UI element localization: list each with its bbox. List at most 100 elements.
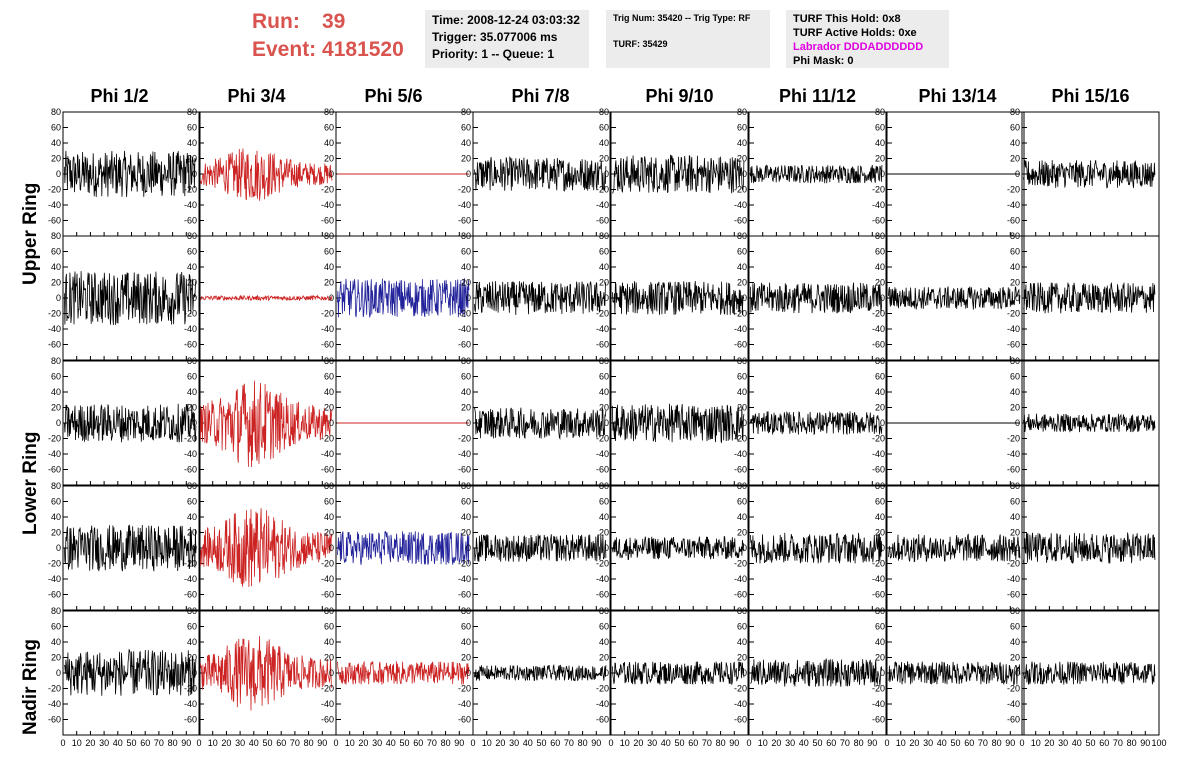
y-tick-label: 0: [192, 543, 197, 553]
y-tick-label: 40: [737, 387, 747, 397]
y-tick-label: 0: [466, 418, 471, 428]
y-tick-label: 20: [187, 278, 197, 288]
y-tick-label: 20: [599, 528, 609, 538]
waveform-trace: [64, 648, 197, 697]
x-tick-label: 30: [923, 738, 933, 748]
x-tick-label: 10: [758, 738, 768, 748]
y-tick-label: 40: [187, 387, 197, 397]
y-tick-label: 0: [56, 293, 61, 303]
x-tick-label: 50: [262, 738, 272, 748]
y-tick-label: -20: [1007, 185, 1020, 195]
y-tick-label: -20: [48, 309, 61, 319]
y-tick-label: -60: [321, 590, 334, 600]
y-tick-label: -40: [184, 200, 197, 210]
y-tick-label: 80: [461, 481, 471, 491]
x-tick-label: 30: [99, 738, 109, 748]
y-tick-label: 0: [880, 668, 885, 678]
waveform-trace: [200, 294, 333, 302]
y-tick-label: 80: [51, 356, 61, 366]
y-tick-label: -40: [734, 200, 747, 210]
column-header-phi-13-14: Phi 13/14: [918, 86, 997, 106]
y-tick-label: 40: [187, 512, 197, 522]
waveform-panel-r1-c2: -60 -40 -20 0 20 40 60 80: [184, 107, 337, 237]
y-tick-label: 0: [192, 169, 197, 179]
y-tick-label: 80: [875, 481, 885, 491]
y-tick-label: 80: [1010, 481, 1020, 491]
y-tick-label: -60: [458, 340, 471, 350]
y-tick-label: -60: [596, 465, 609, 475]
y-tick-label: -20: [321, 309, 334, 319]
y-tick-label: 0: [1015, 543, 1020, 553]
x-tick-label: 30: [647, 738, 657, 748]
y-tick-label: 60: [187, 622, 197, 632]
y-tick-label: 20: [461, 653, 471, 663]
x-tick-label: 50: [950, 738, 960, 748]
y-tick-label: 40: [461, 387, 471, 397]
x-tick-label: 10: [896, 738, 906, 748]
y-tick-label: 0: [56, 418, 61, 428]
y-tick-label: 20: [461, 528, 471, 538]
waveform-trace: [200, 508, 333, 588]
waveform-trace: [612, 536, 745, 561]
x-tick-label: 0: [608, 738, 613, 748]
y-tick-label: -20: [184, 684, 197, 694]
y-tick-label: -20: [734, 684, 747, 694]
x-tick-label: 0: [196, 738, 201, 748]
y-tick-label: 60: [187, 247, 197, 257]
y-tick-label: 80: [875, 231, 885, 241]
y-tick-label: -40: [734, 574, 747, 584]
y-tick-label: 0: [604, 668, 609, 678]
y-tick-label: 60: [324, 123, 334, 133]
y-tick-label: 40: [187, 637, 197, 647]
y-tick-label: -20: [321, 559, 334, 569]
event-row: Event: 4181520: [252, 36, 404, 64]
y-tick-label: 0: [329, 543, 334, 553]
y-tick-label: 60: [737, 123, 747, 133]
y-tick-label: -60: [734, 590, 747, 600]
y-tick-label: -40: [48, 574, 61, 584]
phi-mask-text: Phi Mask: 0: [793, 55, 854, 67]
y-tick-label: 60: [599, 123, 609, 133]
panel-frame: [748, 360, 887, 486]
x-tick-label: 0: [470, 738, 475, 748]
y-tick-label: 60: [324, 497, 334, 507]
y-tick-label: -20: [458, 185, 471, 195]
y-tick-label: 80: [599, 481, 609, 491]
x-tick-label: 70: [840, 738, 850, 748]
y-tick-label: 80: [1010, 231, 1020, 241]
y-tick-label: 80: [187, 481, 197, 491]
waveform-trace: [750, 282, 883, 314]
y-tick-label: 60: [51, 123, 61, 133]
y-tick-label: 80: [875, 606, 885, 616]
y-tick-label: 20: [875, 154, 885, 164]
y-tick-label: 20: [461, 403, 471, 413]
y-tick-label: 0: [56, 543, 61, 553]
waveform-panel-r3-c7: -60 -40 -20 0 20 40 60 80: [872, 356, 1025, 486]
y-tick-label: 0: [56, 169, 61, 179]
y-tick-label: 20: [187, 154, 197, 164]
y-tick-label: 0: [1015, 169, 1020, 179]
y-tick-label: 80: [187, 107, 197, 117]
y-tick-label: 40: [51, 387, 61, 397]
y-tick-label: 40: [599, 637, 609, 647]
waveform-trace: [337, 277, 470, 318]
y-tick-label: -60: [458, 216, 471, 226]
y-tick-label: -40: [596, 449, 609, 459]
y-tick-label: 0: [742, 293, 747, 303]
y-tick-label: 60: [461, 497, 471, 507]
y-tick-label: 80: [599, 107, 609, 117]
y-tick-label: 40: [51, 138, 61, 148]
y-tick-label: 80: [51, 606, 61, 616]
y-tick-label: -20: [184, 559, 197, 569]
y-tick-label: 0: [466, 169, 471, 179]
y-tick-label: 80: [461, 107, 471, 117]
y-tick-label: -20: [48, 185, 61, 195]
x-tick-label: 80: [992, 738, 1002, 748]
y-tick-label: -60: [872, 216, 885, 226]
x-tick-label: 50: [812, 738, 822, 748]
y-tick-label: -40: [458, 324, 471, 334]
waveform-trace: [337, 660, 470, 685]
event-label: Event:: [252, 38, 317, 61]
y-tick-label: -60: [872, 590, 885, 600]
